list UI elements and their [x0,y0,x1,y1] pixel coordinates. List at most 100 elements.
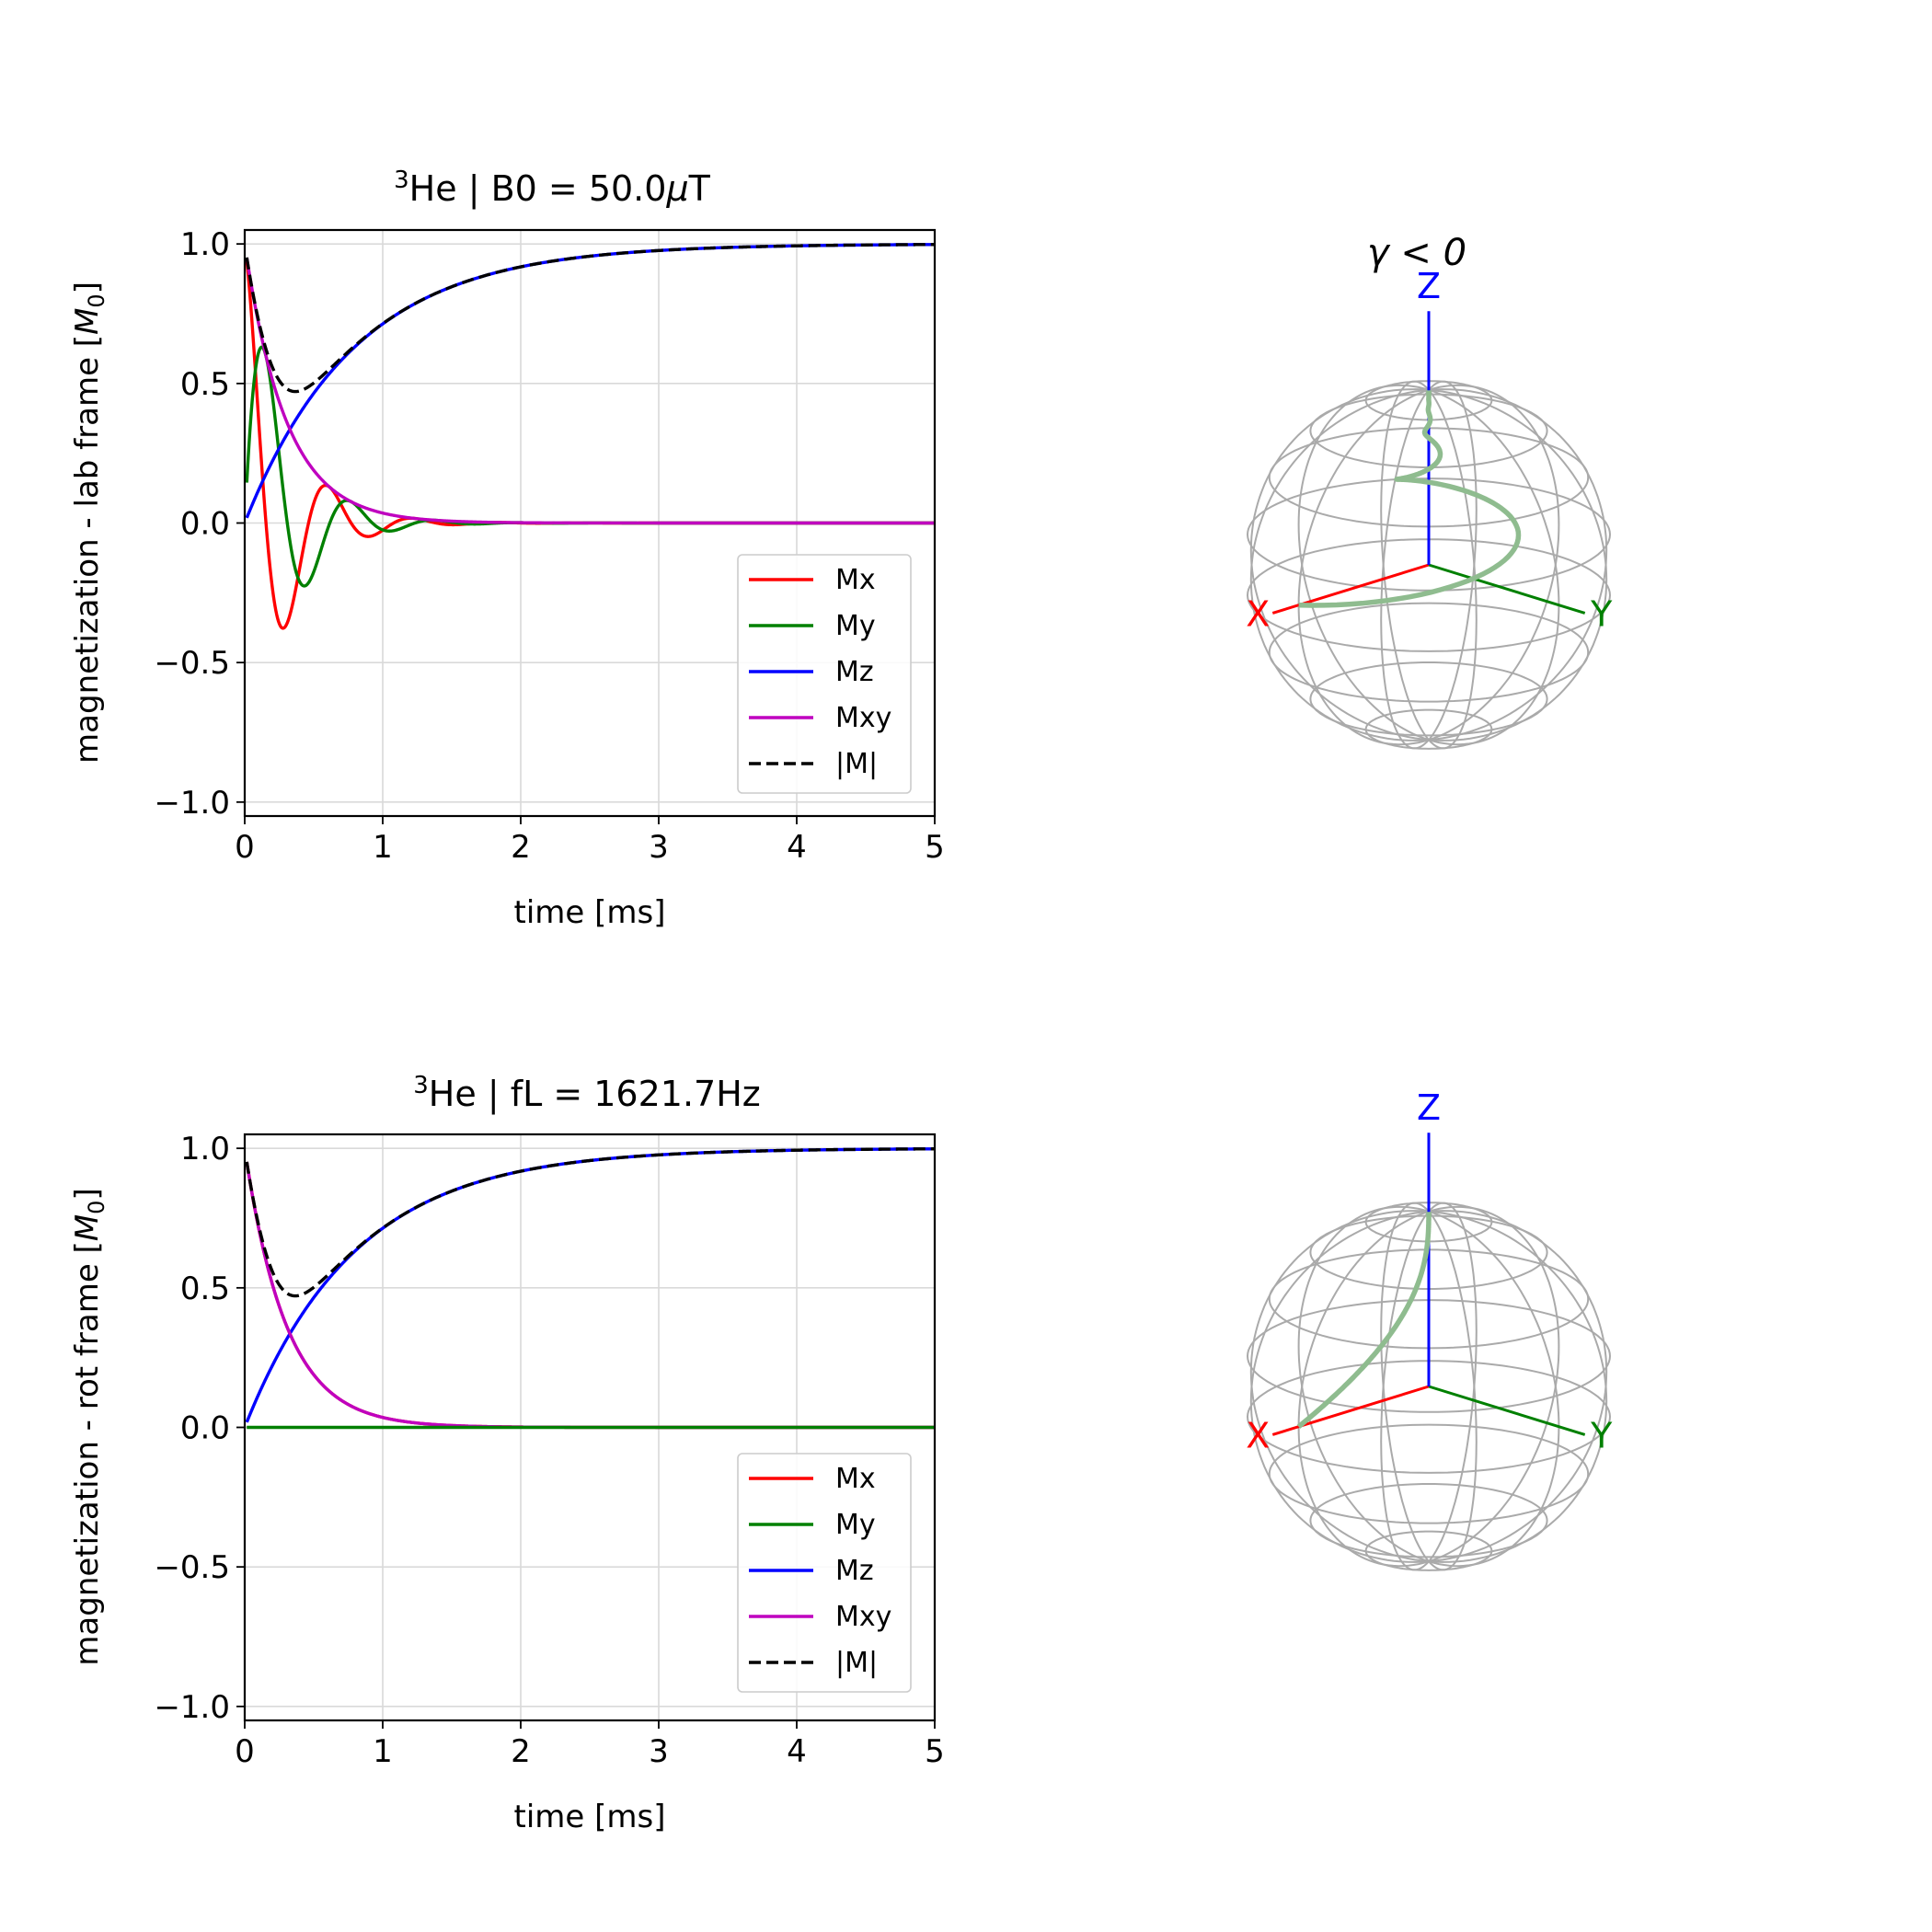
z-axis-label: Z [1417,1087,1441,1128]
bloch-sphere-rot: X Y Z [1246,1087,1613,1571]
x-tick-label: 5 [925,1733,945,1770]
title-isotope: 3 [394,167,409,194]
meridian-line [1297,1205,1430,1563]
x-tick-label: 5 [925,829,945,866]
y-tick-label: 0.0 [180,1410,230,1447]
legend-label: Mx [835,1463,876,1495]
legend-label: |M| [835,1647,878,1679]
x-tick-label: 0 [235,1733,255,1770]
y-label-text: magnetization - lab frame [ [69,335,106,764]
x-axis-label: time [ms] [514,1799,666,1835]
y-axis-line [1428,563,1586,615]
legend-label: Mxy [835,702,891,734]
y-tick-label: 1.0 [180,1131,230,1167]
x-tick-label: 3 [649,829,669,866]
legend-label: Mx [835,564,876,596]
meridian-line [1249,1210,1430,1563]
x-axis-label: X [1246,1415,1270,1455]
legend-label: Mxy [835,1601,891,1633]
y-tick-label: 0.0 [180,506,230,543]
x-tick-label: 4 [787,1733,807,1770]
series-line-mxy [245,257,936,525]
title-isotope: 3 [413,1072,429,1099]
y-label-subscript: 0 [84,293,109,307]
meridian-line [1380,389,1430,750]
meridian-line [1297,384,1430,742]
bloch-sphere-lab: γ < 0 X Y Z [1246,232,1613,750]
y-axis-label: Y [1590,1415,1613,1455]
y-label-symbol: M [69,308,106,335]
meridian-line [1249,1210,1430,1563]
x-tick-label: 3 [649,1733,669,1770]
chart-title: 3He | fL = 1621.7Hz [413,1072,761,1115]
y-label-symbol: M [69,1214,106,1241]
meridian-line [1249,388,1430,742]
legend-box [737,1453,912,1693]
legend: Mx My Mz Mxy |M| [737,554,912,794]
y-tick-label: 0.5 [180,1271,230,1307]
legend-box [737,554,912,794]
x-tick-label: 1 [373,829,393,866]
axis-ticks: 0 1 2 3 4 5 −1.0 −0.5 0.0 0.5 1.0 [154,226,944,866]
y-axis-label: magnetization - lab frame [M0] [69,282,109,764]
axis-ticks: 0 1 2 3 4 5 −1.0 −0.5 0.0 0.5 1.0 [154,1131,944,1770]
y-tick-label: 1.0 [180,226,230,263]
meridian-line [1428,1210,1608,1563]
series-line-absmabs [245,243,936,394]
y-axis-label: Y [1590,593,1613,634]
y-label-close: ] [69,282,106,293]
legend: Mx My Mz Mxy |M| [737,1453,912,1693]
meridian-line [1428,1205,1560,1563]
series-lines [245,1147,936,1430]
x-tick-label: 0 [235,829,255,866]
meridian-line [1428,1210,1608,1563]
x-tick-label: 1 [373,1733,393,1770]
magnetization-trajectory [1298,387,1522,608]
meridian-line [1428,384,1560,742]
y-tick-label: −0.5 [154,1549,230,1586]
rot-frame-chart: 3He | fL = 1621.7Hz 0 1 2 3 4 5−1.0−0.50.00.5… [69,1072,945,1835]
sphere-wireframe [1246,1202,1612,1571]
y-label-close: ] [69,1188,106,1200]
x-tick-label: 2 [511,1733,531,1770]
meridian-line [1428,388,1608,742]
x-axis-label: X [1246,593,1270,634]
y-tick-label: −1.0 [154,785,230,822]
sphere-title: γ < 0 [1367,232,1466,274]
lab-frame-chart: 3He | B0 = 50.0μT 0 1 2 3 4 5−1.0−0.50.00.51.… [69,167,945,931]
meridian-line [1428,380,1478,741]
chart-title: 3He | B0 = 50.0μT [394,167,711,210]
x-tick-label: 2 [511,829,531,866]
legend-label: Mz [835,1555,874,1587]
legend-label: Mz [835,656,874,688]
y-tick-label: −0.5 [154,645,230,682]
y-label-text: magnetization - rot frame [ [69,1241,106,1666]
meridian-line [1428,388,1608,742]
x-axis-line [1271,1385,1430,1436]
y-axis-label: magnetization - rot frame [M0] [69,1188,109,1665]
x-axis-line [1271,563,1430,615]
meridian-line [1428,1202,1478,1562]
series-line-absmabs [245,1147,936,1298]
meridian-line [1380,1211,1430,1571]
y-label-subscript: 0 [84,1201,109,1214]
meridian-line [1249,388,1430,742]
legend-label: |M| [835,748,878,780]
y-tick-label: 0.5 [180,366,230,403]
sphere-wireframe [1246,380,1612,750]
z-axis-label: Z [1417,266,1441,306]
x-axis-label: time [ms] [514,894,666,931]
series-lines [245,243,936,630]
legend-label: My [835,1509,876,1541]
title-text: He | fL = 1621.7Hz [429,1074,761,1115]
y-axis-line [1428,1385,1586,1436]
magnetization-trajectory [1296,1209,1432,1429]
title-unit: T [688,168,711,209]
title-text: He | B0 = 50.0 [409,168,667,210]
y-tick-label: −1.0 [154,1689,230,1726]
x-tick-label: 4 [787,829,807,866]
legend-label: My [835,610,876,642]
title-mu: μ [665,168,688,209]
